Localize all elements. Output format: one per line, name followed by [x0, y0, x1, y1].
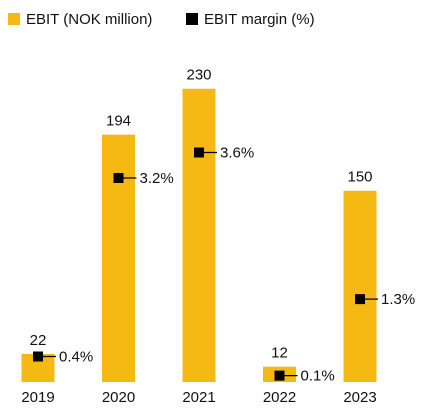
margin-marker — [33, 351, 43, 362]
margin-marker — [113, 173, 124, 183]
legend-label: EBIT margin (%) — [204, 11, 315, 28]
bar-value-label: 12 — [271, 345, 288, 362]
bar-value-label: 230 — [186, 67, 211, 84]
legend-swatch — [186, 13, 198, 25]
margin-label: 1.3% — [381, 291, 415, 308]
margin-marker — [274, 370, 285, 381]
x-tick-label: 2019 — [21, 389, 54, 406]
x-tick-label: 2020 — [102, 389, 135, 406]
x-tick-label: 2023 — [343, 389, 376, 406]
margin-label: 0.4% — [59, 348, 93, 365]
x-tick-label: 2021 — [182, 389, 215, 406]
margin-label: 3.6% — [220, 144, 254, 161]
bar — [182, 88, 216, 382]
bar-value-label: 150 — [347, 169, 372, 186]
margin-marker — [355, 294, 365, 305]
bar — [343, 190, 377, 382]
legend-swatch — [8, 13, 20, 25]
margin-marker — [194, 147, 204, 158]
x-tick-label: 2022 — [263, 389, 296, 406]
bar-value-label: 22 — [30, 332, 47, 349]
bar-value-label: 194 — [106, 113, 131, 130]
bar — [102, 134, 135, 382]
legend-label: EBIT (NOK million) — [26, 11, 152, 28]
margin-label: 3.2% — [140, 170, 174, 187]
margin-label: 0.1% — [301, 368, 335, 385]
